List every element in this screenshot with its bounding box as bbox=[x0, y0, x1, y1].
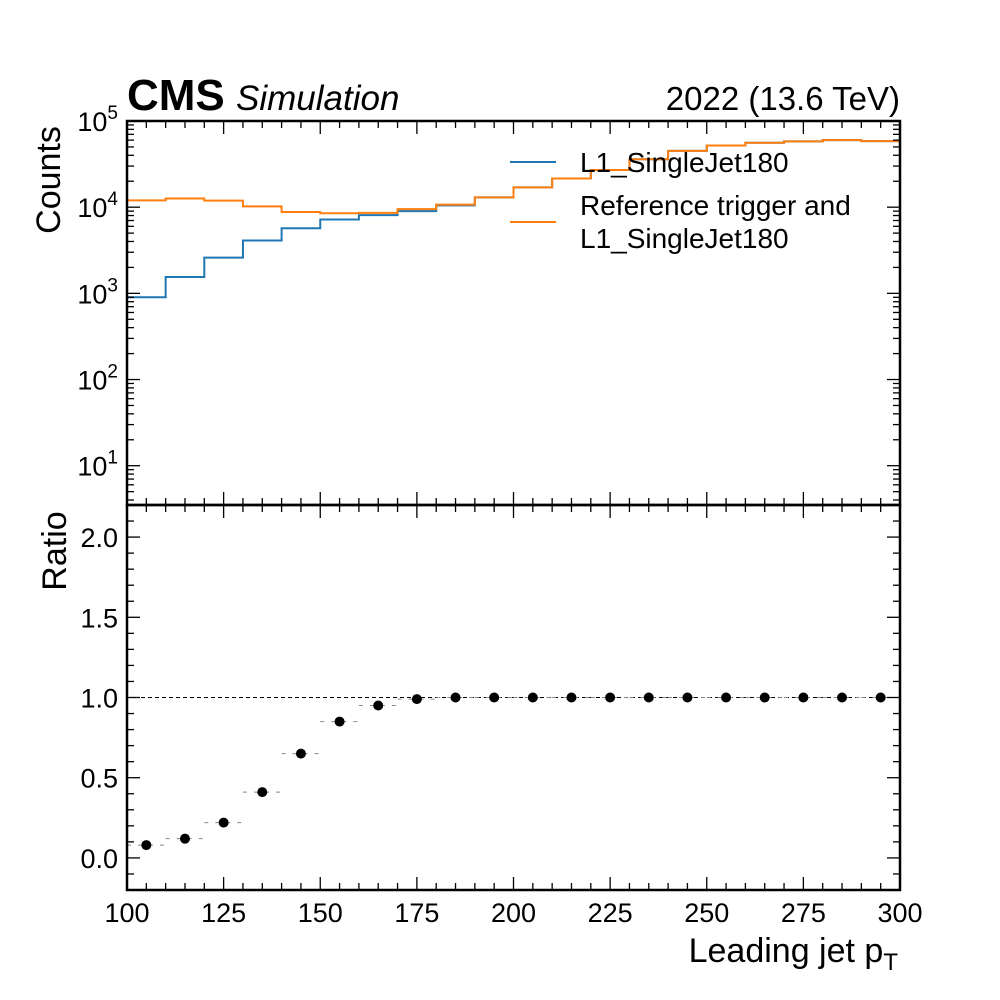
y-tick-label-exponent: 1 bbox=[107, 448, 118, 469]
x-tick-label: 275 bbox=[781, 898, 826, 928]
y-tick-label-bottom: 1.0 bbox=[80, 684, 118, 714]
y-tick-label-base: 10 bbox=[77, 193, 107, 223]
y-axis-title-ratio: Ratio bbox=[36, 511, 74, 590]
ratio-data-point bbox=[141, 840, 152, 851]
x-tick-label: 125 bbox=[201, 898, 246, 928]
x-axis-title-subscript: T bbox=[883, 949, 898, 976]
ratio-panel: 100 125 150 175 200 225 250 275 300 0.0 0.5 1.0 1.5 2… bbox=[80, 503, 923, 928]
y-tick-label-bottom: 1.5 bbox=[80, 603, 118, 633]
ratio-data-point bbox=[218, 817, 229, 828]
y-tick-label-top: 104 bbox=[77, 189, 118, 223]
histogram-series-2 bbox=[127, 139, 900, 215]
ratio-data-point bbox=[798, 692, 809, 703]
y-tick-label-top: 101 bbox=[77, 448, 118, 482]
ratio-data-point bbox=[257, 787, 268, 798]
x-tick-label: 200 bbox=[491, 898, 536, 928]
ratio-data-point bbox=[875, 692, 886, 703]
x-axis-title-main: Leading jet p bbox=[689, 932, 884, 970]
counts-panel: 101102103104105L1_SingleJet180Reference … bbox=[77, 103, 902, 507]
x-axis-title: Leading jet pT bbox=[689, 932, 899, 976]
y-tick-label-bottom: 0.5 bbox=[80, 764, 118, 794]
ratio-data-point bbox=[643, 692, 654, 703]
ratio-data-point bbox=[527, 692, 538, 703]
y-axis-title-counts: Counts bbox=[30, 126, 68, 234]
x-tick-label: 150 bbox=[298, 898, 343, 928]
x-tick-label: 175 bbox=[394, 898, 439, 928]
y-tick-label-exponent: 2 bbox=[107, 362, 118, 383]
ratio-data-point bbox=[837, 692, 848, 703]
y-tick-label-bottom: 2.0 bbox=[80, 523, 118, 553]
x-tick-label: 100 bbox=[104, 898, 149, 928]
energy-label: 2022 (13.6 TeV) bbox=[666, 80, 900, 117]
ratio-data-point bbox=[759, 692, 770, 703]
y-tick-label-base: 10 bbox=[77, 107, 107, 137]
top-panel-frame bbox=[125, 119, 902, 507]
y-tick-label-base: 10 bbox=[77, 452, 107, 482]
ratio-data-point bbox=[334, 716, 345, 727]
ratio-data-point bbox=[605, 692, 616, 703]
bottom-panel-frame bbox=[125, 503, 902, 892]
legend-label-series-2-line-1: Reference trigger and bbox=[580, 190, 851, 221]
y-tick-label-base: 10 bbox=[77, 279, 107, 309]
ratio-data-point bbox=[566, 692, 577, 703]
ratio-data-point bbox=[489, 692, 500, 703]
cms-label: CMS bbox=[127, 71, 225, 120]
legend-label-series-1: L1_SingleJet180 bbox=[580, 147, 789, 178]
ratio-data-point bbox=[450, 692, 461, 703]
x-tick-label: 250 bbox=[684, 898, 729, 928]
x-tick-label: 300 bbox=[877, 898, 922, 928]
y-tick-label-bottom: 0.0 bbox=[80, 844, 118, 874]
y-tick-label-top: 103 bbox=[77, 275, 118, 309]
ratio-data-point bbox=[411, 694, 422, 705]
legend-label-series-2-line-2: L1_SingleJet180 bbox=[580, 223, 789, 254]
y-tick-label-exponent: 5 bbox=[107, 103, 118, 124]
ratio-data-point bbox=[373, 700, 384, 711]
ratio-data-point bbox=[721, 692, 732, 703]
y-tick-label-top: 105 bbox=[77, 103, 118, 137]
y-tick-label-base: 10 bbox=[77, 366, 107, 396]
ratio-data-point bbox=[295, 748, 306, 759]
y-tick-label-exponent: 3 bbox=[107, 275, 118, 296]
x-tick-label: 225 bbox=[588, 898, 633, 928]
y-tick-label-top: 102 bbox=[77, 362, 118, 396]
ratio-data-point bbox=[179, 833, 190, 844]
y-tick-label-exponent: 4 bbox=[107, 189, 118, 210]
simulation-label: Simulation bbox=[236, 79, 399, 118]
ratio-data-point bbox=[682, 692, 693, 703]
